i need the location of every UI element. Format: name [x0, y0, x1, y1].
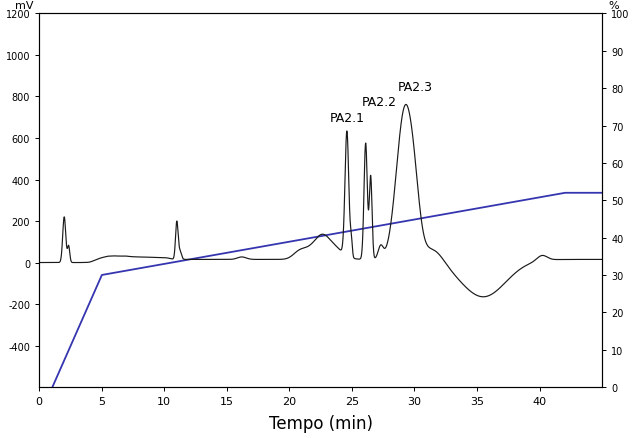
Text: PA2.1: PA2.1: [330, 112, 364, 125]
Text: PA2.3: PA2.3: [398, 81, 433, 94]
X-axis label: Tempo (min): Tempo (min): [269, 414, 373, 432]
Text: PA2.2: PA2.2: [362, 95, 397, 109]
Y-axis label: %: %: [608, 1, 618, 11]
Y-axis label: mV: mV: [15, 1, 34, 11]
